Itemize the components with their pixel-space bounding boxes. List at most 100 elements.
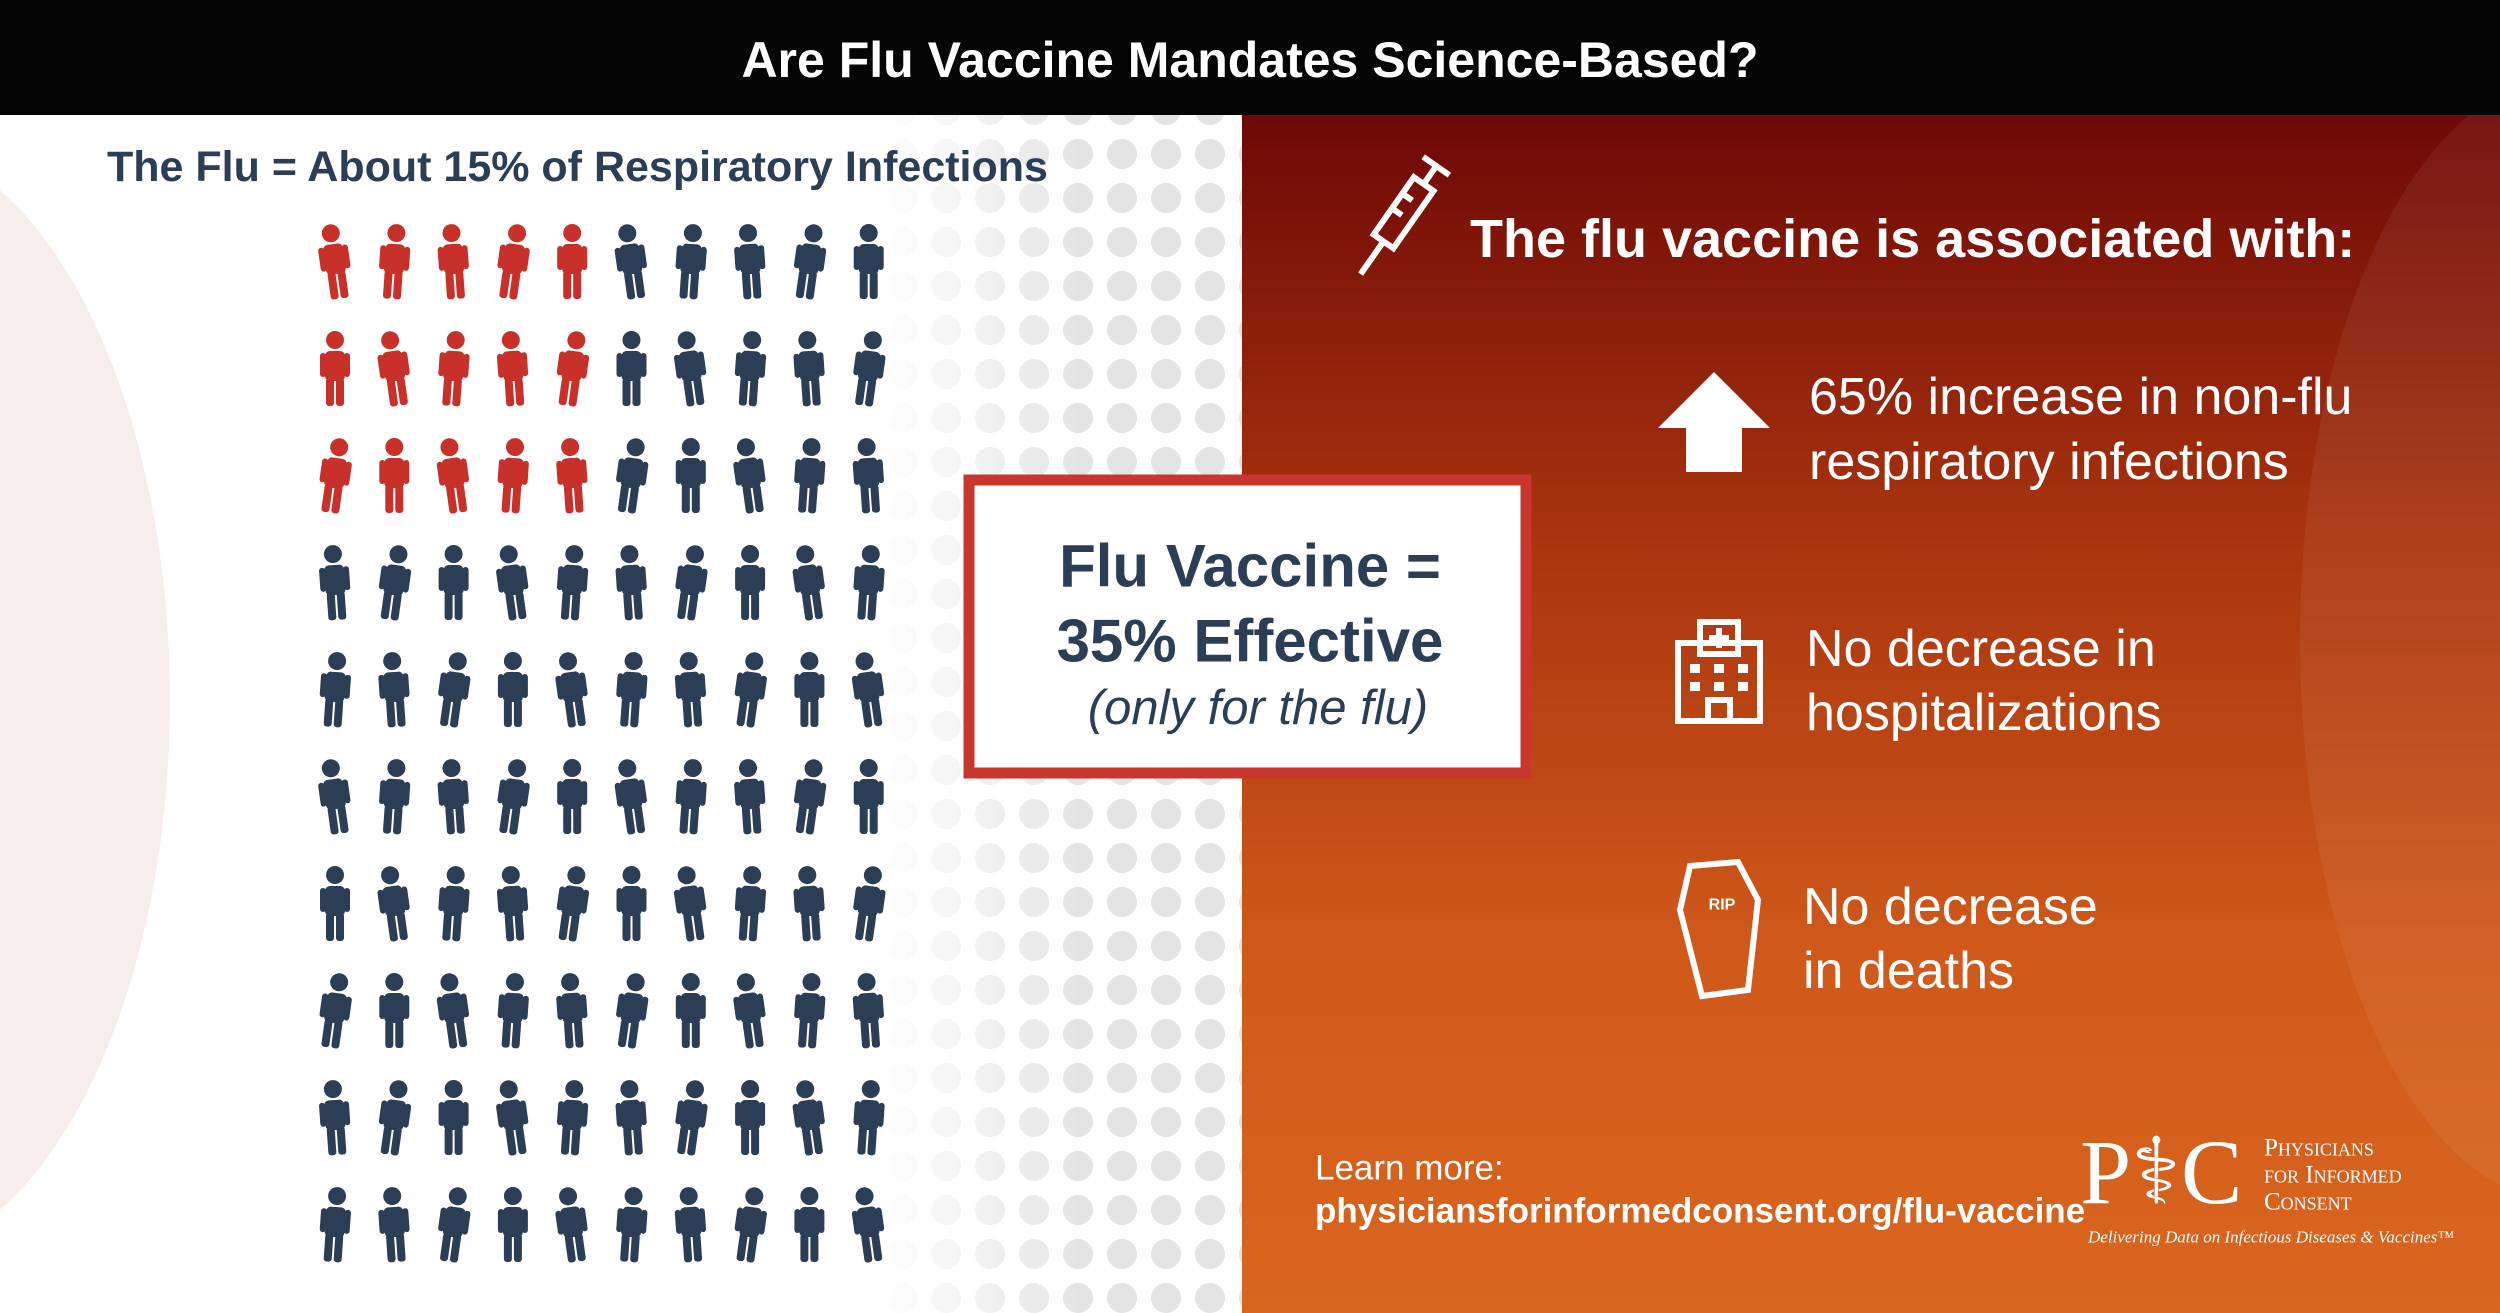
leg [574, 1233, 586, 1262]
leg [336, 1126, 347, 1155]
body [797, 1099, 821, 1131]
head [383, 1187, 402, 1206]
body [443, 350, 465, 382]
leg [445, 271, 455, 300]
person-icon [673, 331, 707, 407]
person-icon [555, 652, 588, 728]
arm [379, 780, 387, 805]
leg [870, 484, 880, 513]
person-icon [436, 438, 470, 514]
body [382, 350, 406, 382]
head [440, 973, 459, 992]
arm [344, 353, 350, 377]
body [441, 457, 465, 489]
arm [697, 351, 707, 376]
leg [380, 591, 392, 620]
arm [497, 244, 506, 269]
body [740, 565, 761, 595]
head [561, 438, 580, 457]
arm [497, 1209, 504, 1233]
head [681, 973, 700, 991]
head [448, 1187, 467, 1206]
arm [794, 674, 801, 698]
arm [675, 565, 684, 590]
person-icon [793, 759, 827, 835]
leg [811, 912, 821, 941]
body [383, 671, 405, 703]
head [626, 973, 645, 992]
head [387, 224, 406, 243]
arm [403, 995, 410, 1019]
leg [513, 699, 522, 727]
body [858, 244, 879, 274]
leg [386, 699, 396, 728]
leg [752, 1019, 764, 1048]
arm [580, 459, 588, 484]
arm [556, 1101, 565, 1126]
person-icon [734, 652, 767, 728]
arm [496, 568, 505, 593]
leg [390, 1127, 402, 1156]
head [677, 866, 696, 885]
person-icon [378, 1080, 412, 1156]
leg [563, 485, 574, 514]
person-icon [438, 866, 470, 942]
person-icon [497, 759, 530, 835]
body [739, 885, 762, 917]
person-icon [319, 973, 352, 1049]
body [502, 992, 524, 1024]
arm [792, 1103, 802, 1128]
head [800, 1187, 819, 1205]
arm [817, 782, 827, 807]
person-icon [319, 1080, 351, 1156]
leg [795, 805, 807, 834]
leg [395, 1020, 404, 1048]
arm [520, 352, 529, 377]
leg [693, 912, 705, 941]
person-icon [497, 438, 529, 514]
body [560, 671, 583, 703]
leg [682, 699, 693, 728]
head [620, 1080, 639, 1099]
arm [555, 1210, 564, 1235]
leg [738, 377, 749, 406]
body [324, 564, 346, 596]
arm [438, 887, 446, 912]
body [619, 778, 643, 810]
url[interactable]: physiciansforinformedconsent.org/flu-vac… [1315, 1192, 2085, 1231]
arm [615, 1102, 623, 1127]
leg [748, 378, 759, 407]
arm [674, 674, 683, 699]
head [508, 759, 527, 778]
arm [403, 460, 410, 484]
arm [758, 675, 767, 700]
body [798, 778, 822, 810]
leg [795, 270, 807, 299]
person-icon [437, 224, 469, 300]
arm [673, 889, 683, 914]
arm [734, 887, 743, 912]
arm [853, 1101, 861, 1126]
leg [620, 698, 630, 727]
arm [580, 354, 590, 379]
leg [326, 378, 334, 406]
up-arrow-icon [1658, 372, 1770, 472]
arm [794, 1209, 801, 1233]
head [442, 224, 461, 243]
head [389, 1080, 408, 1099]
leg [558, 912, 570, 941]
leg [386, 378, 398, 407]
head [389, 545, 408, 564]
arm [556, 995, 564, 1020]
right-heading: The flu vaccine is associated with: [1470, 209, 2355, 269]
body [323, 778, 346, 810]
leg [445, 806, 455, 835]
leg [396, 1233, 406, 1262]
person-icon [379, 759, 411, 835]
head [743, 866, 762, 885]
head [561, 973, 580, 992]
arm [817, 887, 825, 912]
leg [741, 806, 752, 835]
body [799, 1207, 820, 1237]
